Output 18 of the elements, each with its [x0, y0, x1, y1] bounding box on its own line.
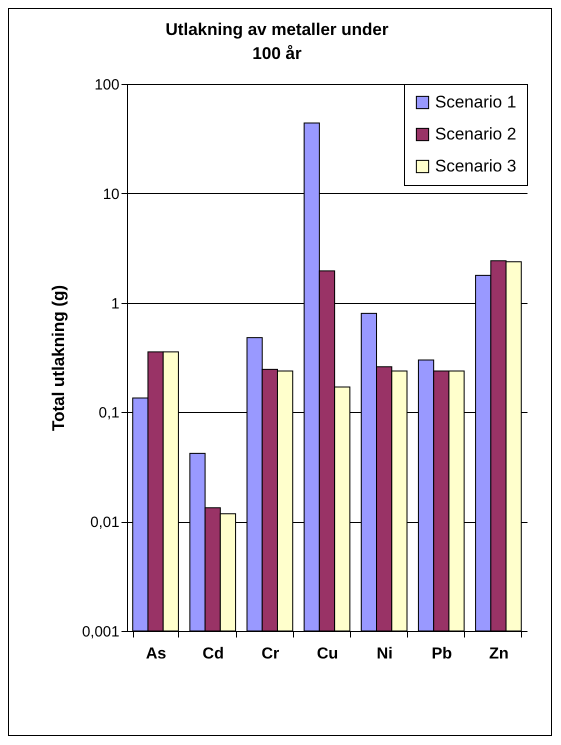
- y-tick-label: 100: [94, 76, 120, 94]
- x-tick-label: Cd: [202, 646, 224, 662]
- x-tick-label: As: [146, 646, 166, 662]
- y-tick-label: 0,1: [98, 404, 120, 422]
- chart-title: Utlakning av metaller under 100 år: [166, 20, 389, 63]
- legend-label: Scenario 3: [435, 156, 516, 176]
- y-axis-title: Total utlakning (g): [48, 284, 68, 432]
- y-tick-label: 1: [111, 295, 120, 312]
- y-tick-label: 0,001: [82, 624, 120, 640]
- x-tick-label: Zn: [489, 646, 509, 662]
- y-tick-label: 10: [102, 186, 120, 203]
- x-tick-label: Ni: [376, 646, 393, 662]
- legend-label: Scenario 2: [435, 124, 516, 144]
- x-tick-label: Cr: [261, 646, 280, 662]
- x-tick-label: Pb: [432, 646, 452, 662]
- legend-label: Scenario 1: [435, 92, 516, 112]
- x-tick-label: Cu: [316, 646, 338, 662]
- y-tick-label: 0,01: [90, 514, 120, 532]
